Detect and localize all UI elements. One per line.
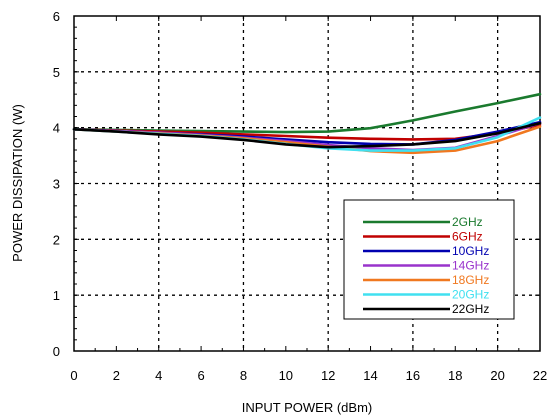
- series-line-22ghz: [72, 121, 542, 149]
- legend-label-2ghz: 2GHz: [452, 215, 483, 229]
- y-tick-label: 0: [53, 344, 60, 359]
- legend-label-20ghz: 20GHz: [452, 288, 489, 302]
- legend-label-22ghz: 22GHz: [452, 302, 489, 316]
- legend-box: [343, 199, 515, 320]
- y-tick-label: 6: [53, 9, 60, 24]
- y-tick-label: 2: [53, 232, 60, 247]
- x-tick-label: 14: [363, 368, 377, 383]
- x-tick-label: 0: [70, 368, 77, 383]
- y-tick-label: 3: [53, 177, 60, 192]
- y-tick-label: 1: [53, 288, 60, 303]
- x-tick-label: 8: [240, 368, 247, 383]
- x-tick-label: 22: [533, 368, 547, 383]
- legend-label-6ghz: 6GHz: [452, 230, 483, 244]
- x-tick-label: 6: [197, 368, 204, 383]
- series-line-2ghz: [72, 92, 542, 134]
- y-tick-label: 5: [53, 65, 60, 80]
- x-tick-label: 10: [279, 368, 293, 383]
- x-tick-label: 4: [155, 368, 162, 383]
- x-axis-title: INPUT POWER (dBm): [242, 400, 373, 415]
- y-axis-title: POWER DISSIPATION (W): [10, 104, 25, 262]
- y-tick-label: 4: [53, 121, 60, 136]
- x-tick-label: 18: [448, 368, 462, 383]
- legend-label-14ghz: 14GHz: [452, 259, 489, 273]
- series-lines: [72, 92, 542, 155]
- x-tick-label: 12: [321, 368, 335, 383]
- x-tick-label: 20: [490, 368, 504, 383]
- x-tick-label: 16: [406, 368, 420, 383]
- x-tick-label: 2: [113, 368, 120, 383]
- legend-label-18ghz: 18GHz: [452, 273, 489, 287]
- grid-lines: [74, 16, 540, 351]
- legend-label-10ghz: 10GHz: [452, 244, 489, 258]
